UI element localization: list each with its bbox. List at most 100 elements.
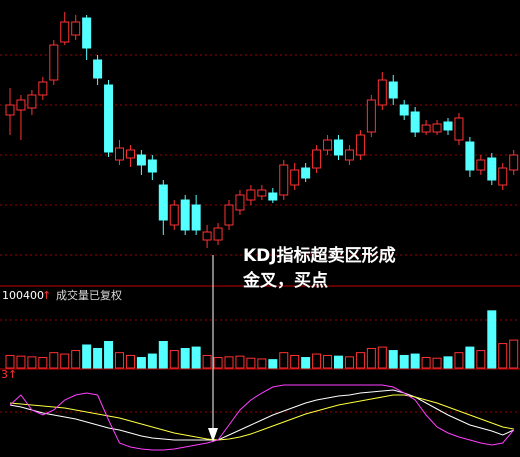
volume-bar	[487, 310, 497, 369]
volume-bar	[509, 339, 519, 369]
volume-bar	[388, 350, 398, 369]
candle-body	[16, 99, 26, 111]
candle-body	[443, 121, 453, 131]
volume-bar	[257, 358, 267, 369]
volume-bar	[344, 356, 354, 369]
volume-bar	[115, 352, 124, 369]
candle-body	[202, 231, 212, 241]
candle-body	[323, 139, 333, 151]
kdj-max-marker: ↑	[8, 368, 17, 381]
candle-body	[93, 59, 103, 79]
candle-body	[344, 149, 354, 161]
volume-bar	[246, 357, 256, 369]
candle-body	[191, 204, 201, 231]
volume-bar	[49, 352, 59, 369]
candle-body	[125, 149, 135, 159]
annotation: 金叉，买点	[242, 270, 328, 291]
candle-body	[334, 139, 343, 156]
candle-body	[432, 123, 442, 133]
volume-title: 成交量已复权	[56, 288, 122, 302]
volume-bar	[235, 355, 245, 369]
candle-body	[169, 204, 179, 226]
candle-body	[82, 17, 92, 49]
volume-bar	[312, 353, 322, 369]
candle-body	[366, 99, 376, 133]
candle-body	[257, 189, 267, 197]
volume-bar	[432, 357, 442, 369]
volume-bar	[104, 341, 114, 369]
candle-body	[377, 79, 387, 106]
volume-bar	[82, 344, 92, 369]
volume-bar	[377, 346, 387, 369]
candle-body	[158, 184, 168, 221]
volume-bar	[27, 356, 37, 369]
volume-bar	[147, 353, 157, 369]
volume-bar	[213, 357, 223, 369]
candle-body	[509, 154, 519, 171]
candle-body	[60, 21, 70, 43]
volume-bar	[268, 359, 278, 369]
candle-body	[71, 21, 81, 36]
candle-body	[104, 84, 114, 153]
candle-body	[5, 104, 15, 116]
volume-bar	[158, 341, 168, 369]
volume-bar	[93, 347, 103, 369]
volume-bar	[202, 354, 212, 369]
candle-body	[476, 159, 486, 171]
volume-bar	[334, 355, 343, 369]
volume-bar	[476, 350, 486, 369]
annotation: KDJ指标超卖区形成	[243, 245, 396, 266]
kdj-max-label: 3	[1, 368, 8, 381]
candle-body	[355, 134, 365, 156]
candle-body	[224, 204, 234, 226]
volume-bar	[410, 353, 420, 369]
volume-bar	[454, 352, 464, 369]
candle-body	[498, 167, 508, 186]
volume-bar	[498, 343, 508, 369]
kdj-line	[9, 389, 514, 441]
volume-bar	[323, 354, 333, 369]
candle-body	[147, 159, 157, 173]
volume-bar	[16, 355, 26, 369]
candle-body	[290, 169, 300, 186]
candle-body	[487, 157, 497, 181]
candle-body	[410, 111, 420, 133]
volume-bar	[71, 350, 81, 369]
kdj-line	[9, 394, 514, 441]
volume-bar	[301, 357, 311, 369]
volume-bar	[279, 352, 289, 369]
candle-body	[421, 124, 431, 133]
candle-body	[246, 189, 256, 201]
candle-body	[213, 227, 223, 241]
volume-bar	[465, 346, 475, 369]
volume-bar	[421, 357, 431, 369]
volume-bar	[366, 347, 376, 369]
volume-max-label: 100400	[2, 289, 44, 302]
volume-bar	[136, 357, 146, 369]
candle-body	[388, 81, 398, 99]
candle-body	[399, 104, 409, 116]
candle-body	[301, 167, 311, 179]
volume-bar	[191, 346, 201, 369]
candle-body	[312, 149, 322, 169]
volume-bar	[169, 350, 179, 369]
candle-body	[136, 154, 146, 166]
candle-body	[235, 194, 245, 211]
candle-body	[268, 192, 278, 201]
volume-bar	[443, 356, 453, 369]
volume-bar	[355, 352, 365, 369]
candle-body	[115, 147, 124, 161]
volume-bar	[290, 354, 300, 369]
candle-body	[27, 94, 37, 109]
volume-bar	[5, 354, 15, 369]
volume-max-marker: ↑	[42, 289, 51, 302]
volume-bar	[60, 353, 70, 369]
candle-body	[180, 199, 190, 231]
candle-body	[38, 81, 48, 96]
candle-body	[465, 141, 475, 171]
volume-bar	[125, 354, 135, 369]
volume-bar	[399, 354, 409, 369]
candle-body	[49, 44, 59, 81]
